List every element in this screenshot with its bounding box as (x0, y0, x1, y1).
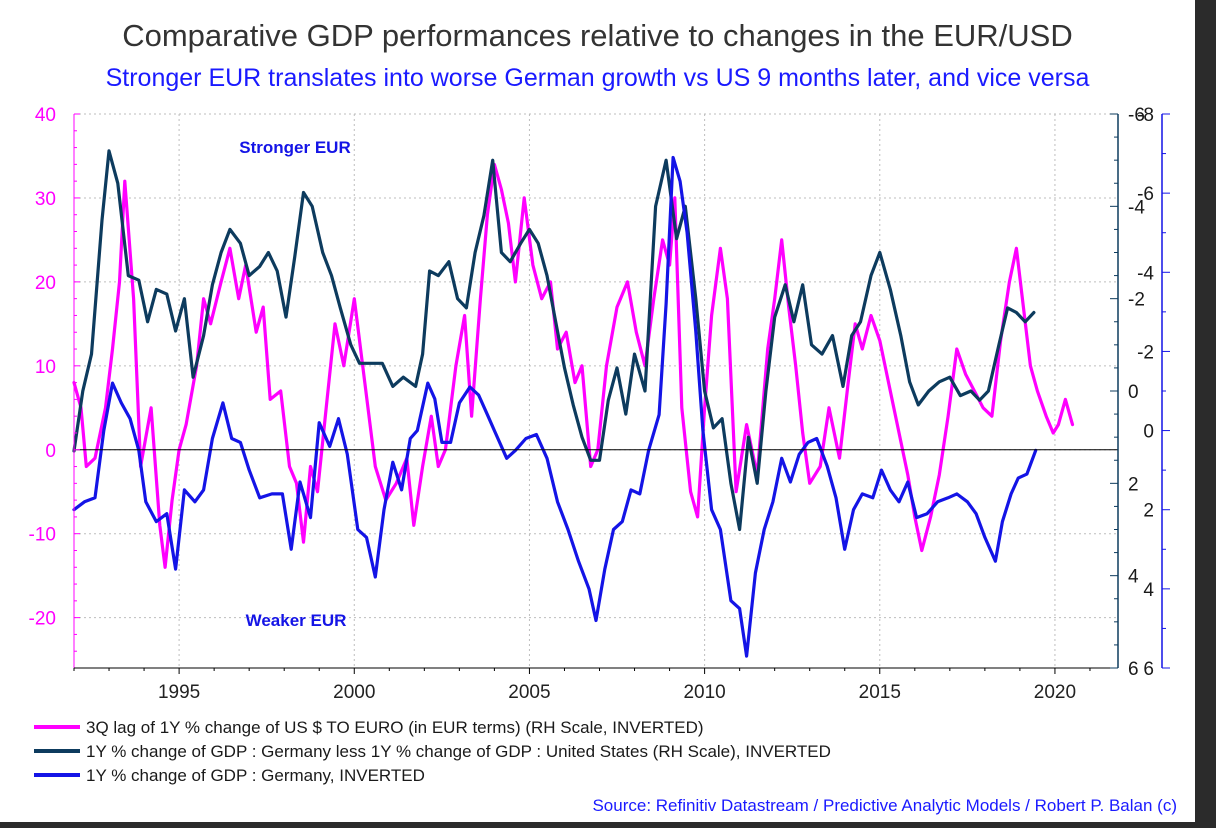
chart-title: Comparative GDP performances relative to… (122, 18, 1073, 53)
left-tick-label: -20 (29, 609, 56, 630)
right-1-tick-label: 6 (1128, 659, 1139, 680)
annotation-2: Weaker EUR (246, 611, 347, 630)
series-line-2 (72, 149, 1036, 532)
right-2-tick-label: 0 (1143, 422, 1154, 443)
left-tick-label: -10 (29, 525, 56, 546)
series-line-3 (72, 155, 1038, 658)
series-line-1 (72, 162, 1075, 569)
x-tick-label: 1995 (158, 682, 200, 703)
left-tick-label: 10 (35, 357, 56, 378)
x-tick-label: 2010 (683, 682, 725, 703)
x-tick-label: 2020 (1034, 682, 1076, 703)
legend-label-1: 3Q lag of 1Y % change of US $ TO EURO (i… (86, 718, 704, 737)
legend: 3Q lag of 1Y % change of US $ TO EURO (i… (34, 718, 831, 785)
right-2-tick-label: -2 (1137, 342, 1154, 363)
right-1-tick-label: -2 (1128, 290, 1145, 311)
left-tick-label: 30 (35, 189, 56, 210)
right-2-tick-label: -4 (1137, 263, 1154, 284)
right-1-tick-label: 2 (1128, 474, 1139, 495)
right-1-tick-label: 0 (1128, 382, 1139, 403)
left-tick-label: 40 (35, 105, 56, 126)
right-2-tick-label: -8 (1137, 105, 1154, 126)
legend-label-2: 1Y % change of GDP : Germany less 1Y % c… (86, 742, 831, 761)
chart-subtitle: Stronger EUR translates into worse Germa… (105, 64, 1090, 92)
right-1-tick-label: -6 (1128, 105, 1145, 126)
annotation-1: Stronger EUR (239, 138, 350, 157)
legend-label-3: 1Y % change of GDP : Germany, INVERTED (86, 766, 425, 785)
right-2-tick-label: 4 (1143, 580, 1154, 601)
left-tick-label: 20 (35, 273, 56, 294)
x-tick-label: 2015 (859, 682, 901, 703)
right-1-tick-label: 4 (1128, 567, 1139, 588)
x-tick-label: 2005 (508, 682, 550, 703)
chart-panel: Comparative GDP performances relative to… (0, 0, 1195, 822)
right-2-tick-label: 6 (1143, 659, 1154, 680)
right-2-tick-label: -6 (1137, 184, 1154, 205)
source-credit: Source: Refinitiv Datastream / Predictiv… (592, 796, 1177, 815)
grid-lines (74, 113, 1118, 668)
annotations: Stronger EUR Weaker EUR (239, 138, 350, 630)
series-lines (72, 149, 1075, 658)
left-tick-label: 0 (45, 441, 56, 462)
right-2-tick-label: 2 (1143, 501, 1154, 522)
right-1-tick-label: -4 (1128, 197, 1145, 218)
x-tick-label: 2000 (333, 682, 375, 703)
